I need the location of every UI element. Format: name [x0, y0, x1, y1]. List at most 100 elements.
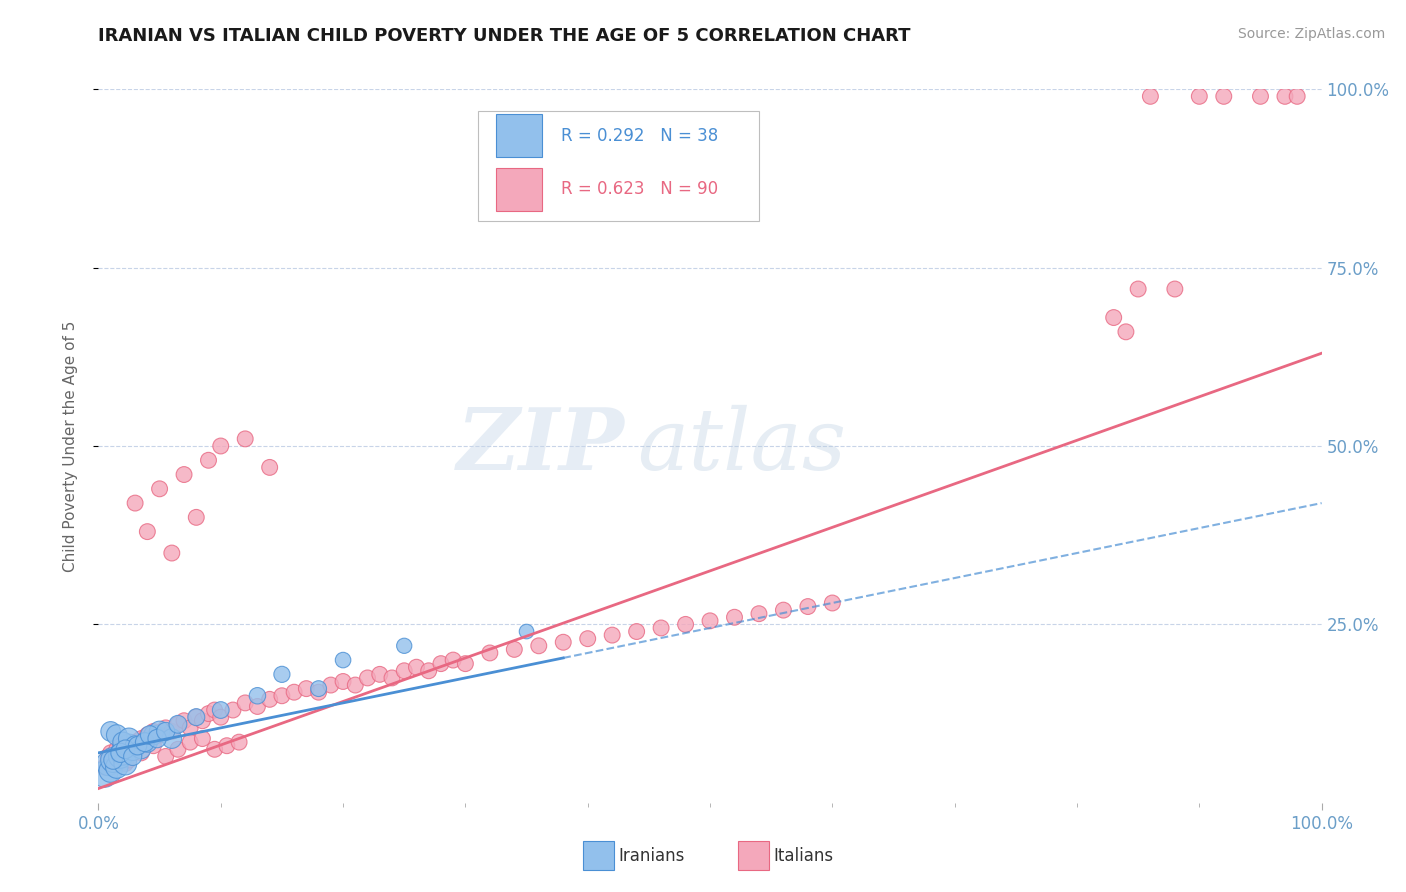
Point [259, 460, 281, 475]
Point [308, 681, 330, 696]
Point [392, 639, 416, 653]
Point [124, 496, 146, 510]
Point [1128, 282, 1150, 296]
Point [1102, 310, 1125, 325]
Point [675, 617, 697, 632]
Point [149, 482, 172, 496]
Text: ZIP: ZIP [457, 404, 624, 488]
Point [233, 432, 256, 446]
Point [228, 735, 250, 749]
Point [100, 724, 122, 739]
Point [1212, 89, 1234, 103]
Point [114, 756, 136, 771]
Point [209, 703, 232, 717]
Point [118, 731, 141, 746]
Point [173, 714, 195, 728]
Point [650, 621, 672, 635]
Point [821, 596, 844, 610]
Point [478, 646, 501, 660]
Point [527, 639, 550, 653]
Point [418, 664, 440, 678]
Point [136, 524, 159, 539]
Point [356, 671, 378, 685]
Point [503, 642, 526, 657]
Text: Iranians: Iranians [619, 847, 685, 865]
Point [1164, 282, 1187, 296]
Point [160, 731, 183, 746]
Point [155, 749, 177, 764]
Point [93, 767, 115, 781]
Point [105, 728, 128, 742]
Point [149, 724, 172, 739]
Point [173, 467, 195, 482]
Point [93, 760, 115, 774]
Text: atlas: atlas [637, 405, 846, 487]
Point [155, 721, 177, 735]
Point [454, 657, 477, 671]
Point [134, 735, 156, 749]
Text: Italians: Italians [773, 847, 834, 865]
Point [167, 742, 190, 756]
Point [142, 724, 165, 739]
Text: IRANIAN VS ITALIAN CHILD POVERTY UNDER THE AGE OF 5 CORRELATION CHART: IRANIAN VS ITALIAN CHILD POVERTY UNDER T… [98, 27, 911, 45]
Point [283, 685, 305, 699]
Point [515, 624, 537, 639]
Point [167, 717, 190, 731]
Point [186, 510, 208, 524]
Point [233, 696, 256, 710]
Point [430, 657, 453, 671]
Point [1249, 89, 1271, 103]
Point [197, 706, 219, 721]
Point [259, 692, 281, 706]
Point [600, 628, 623, 642]
Point [1188, 89, 1211, 103]
Point [797, 599, 820, 614]
Point [149, 728, 172, 742]
Point [295, 681, 318, 696]
Point [179, 735, 201, 749]
Point [124, 735, 146, 749]
Point [186, 710, 208, 724]
Point [97, 756, 120, 771]
Point [270, 689, 294, 703]
Point [114, 742, 136, 756]
Point [105, 742, 128, 756]
Point [332, 674, 354, 689]
Point [197, 453, 219, 467]
Point [155, 724, 177, 739]
Point [97, 749, 120, 764]
Point [553, 635, 575, 649]
Point [118, 753, 141, 767]
Point [191, 714, 214, 728]
Point [167, 717, 190, 731]
Point [392, 664, 416, 678]
Point [100, 746, 122, 760]
Point [110, 739, 132, 753]
Point [209, 439, 232, 453]
Point [270, 667, 294, 681]
Text: R = 0.623   N = 90: R = 0.623 N = 90 [561, 180, 718, 198]
Point [110, 749, 132, 764]
Point [1274, 89, 1296, 103]
Point [121, 742, 143, 756]
Point [576, 632, 599, 646]
Point [332, 653, 354, 667]
Point [101, 753, 124, 767]
Point [124, 739, 146, 753]
Point [110, 746, 132, 760]
Point [441, 653, 464, 667]
Point [748, 607, 770, 621]
FancyBboxPatch shape [496, 168, 543, 211]
Point [1286, 89, 1309, 103]
Point [114, 756, 136, 771]
Point [136, 735, 159, 749]
Point [121, 749, 143, 764]
Point [1139, 89, 1161, 103]
FancyBboxPatch shape [496, 114, 543, 157]
Point [127, 739, 149, 753]
Point [129, 746, 152, 760]
Point [160, 546, 183, 560]
Point [101, 753, 124, 767]
Text: Source: ZipAtlas.com: Source: ZipAtlas.com [1237, 27, 1385, 41]
Point [209, 710, 232, 724]
